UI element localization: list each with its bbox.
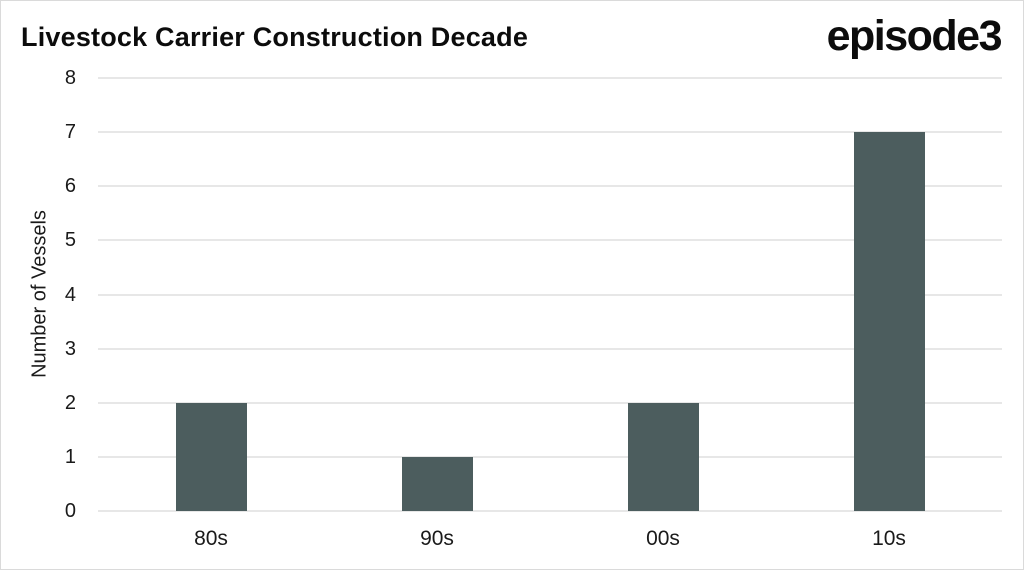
bar-10s [853,132,925,511]
x-tick-label-90s: 90s [420,527,454,550]
gridline-0 [98,510,1002,512]
y-tick-label-3: 3 [64,337,76,360]
gridline-6 [98,185,1002,188]
gridline-3 [98,347,1002,350]
x-tick-label-10s: 10s [872,527,906,550]
bar-90s [401,456,473,511]
y-tick-label-7: 7 [64,121,76,144]
y-tick-label-8: 8 [64,67,76,89]
gridline-1 [98,455,1002,458]
x-tick-label-00s: 00s [646,527,680,550]
bar-80s [175,402,247,511]
y-axis-title: Number of Vessels [28,210,51,378]
y-tick-label-0: 0 [64,500,76,522]
gridline-4 [98,293,1002,296]
gridline-5 [98,239,1002,242]
gridline-8 [98,77,1002,79]
gridline-7 [98,131,1002,134]
y-tick-label-5: 5 [64,229,76,252]
episode3-logo: episode3 [826,12,1003,60]
y-tick-label-4: 4 [64,283,76,306]
y-tick-label-1: 1 [64,445,76,468]
plot-area: 0 1 2 3 4 5 6 7 8 80s 90s 00s 10s [65,67,1002,550]
y-tick-label-2: 2 [64,391,76,414]
x-tick-label-80s: 80s [194,527,228,550]
chart-title: Livestock Carrier Construction Decade [21,22,529,52]
bar-00s [627,402,699,511]
y-tick-label-6: 6 [64,175,76,198]
gridline-2 [98,401,1002,404]
